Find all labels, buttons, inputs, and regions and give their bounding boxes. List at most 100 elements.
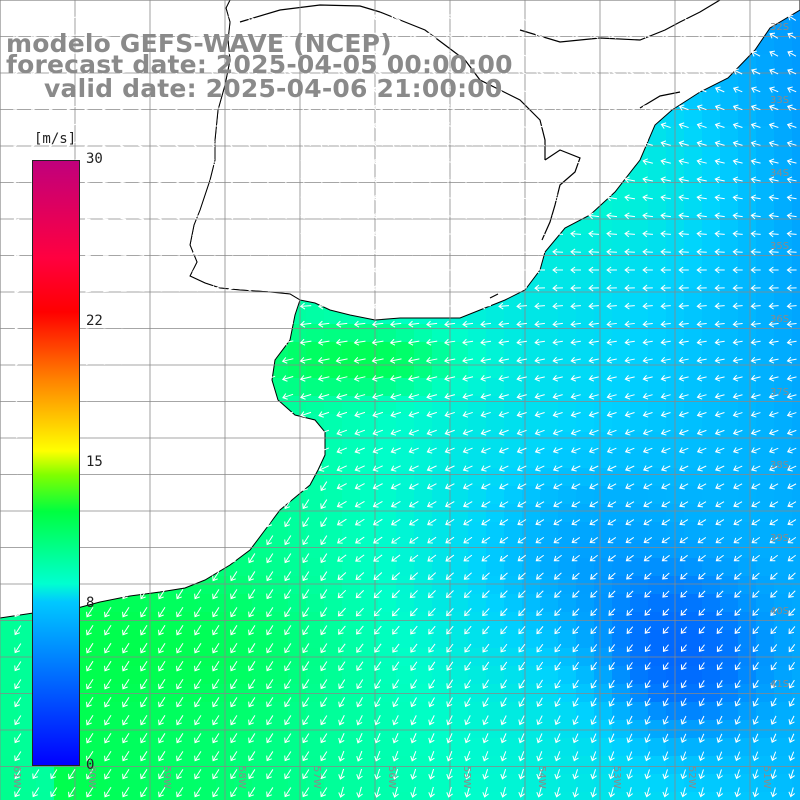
wind-arrow: [642, 230, 653, 238]
speed-cell: [738, 522, 757, 541]
speed-cell: [504, 594, 523, 613]
wind-arrow: [751, 536, 761, 544]
speed-cell: [486, 648, 505, 667]
wind-arrow: [536, 769, 543, 780]
speed-cell: [702, 306, 721, 325]
wind-arrow: [158, 751, 166, 762]
wind-arrow: [480, 68, 491, 75]
speed-cell: [90, 648, 109, 667]
wind-arrow: [516, 338, 527, 346]
wind-arrow: [446, 715, 453, 726]
wind-arrow: [119, 123, 132, 130]
speed-cell: [450, 468, 469, 487]
speed-cell: [666, 270, 685, 289]
wind-arrow: [571, 519, 581, 526]
speed-cell: [648, 144, 667, 163]
speed-cell: [450, 450, 469, 469]
speed-cell: [738, 162, 757, 181]
speed-cell: [432, 720, 451, 739]
speed-cell: [342, 378, 361, 397]
speed-cell: [342, 432, 361, 451]
speed-cell: [342, 414, 361, 433]
wind-arrow: [480, 230, 492, 238]
wind-arrow: [12, 33, 24, 40]
speed-cell: [414, 540, 433, 559]
wind-arrow: [732, 266, 743, 274]
wind-arrow: [536, 679, 543, 689]
wind-arrow: [157, 409, 167, 419]
wind-arrow: [158, 571, 166, 582]
wind-arrow: [444, 68, 455, 75]
speed-cell: [738, 216, 757, 235]
wind-arrow: [714, 248, 725, 256]
wind-arrow: [588, 122, 599, 129]
speed-cell: [126, 630, 145, 649]
wind-arrow: [426, 104, 437, 111]
wind-arrow: [426, 447, 437, 454]
speed-cell: [450, 432, 469, 451]
speed-cell: [576, 648, 595, 667]
wind-arrow: [318, 158, 330, 165]
speed-cell: [234, 594, 253, 613]
wind-arrow: [678, 176, 689, 184]
speed-cell: [630, 450, 649, 469]
speed-cell: [432, 738, 451, 757]
wind-arrow: [498, 50, 509, 57]
wind-arrow: [787, 519, 797, 526]
speed-cell: [756, 180, 775, 199]
wind-arrow: [643, 501, 653, 508]
speed-cell: [18, 792, 37, 800]
wind-arrow: [572, 679, 579, 689]
speed-cell: [702, 450, 721, 469]
wind-arrow: [338, 679, 346, 690]
wind-arrow: [104, 696, 112, 708]
speed-cell: [342, 522, 361, 541]
wind-arrow: [410, 715, 417, 726]
speed-cell: [360, 630, 379, 649]
wind-arrow: [230, 481, 238, 492]
wind-arrow: [643, 554, 652, 562]
wind-arrow: [786, 140, 797, 148]
wind-arrow: [463, 536, 473, 544]
speed-cell: [360, 792, 379, 800]
wind-arrow: [103, 355, 112, 365]
wind-arrow: [12, 68, 24, 76]
wind-arrow: [320, 733, 328, 744]
wind-arrow: [140, 624, 148, 636]
wind-arrow: [355, 536, 365, 544]
speed-cell: [684, 486, 703, 505]
wind-arrow: [572, 661, 580, 671]
wind-arrow: [410, 643, 418, 653]
wind-arrow: [571, 483, 581, 490]
wind-arrow: [660, 302, 671, 310]
wind-arrow: [588, 68, 599, 75]
speed-cell: [324, 648, 343, 667]
speed-cell: [756, 540, 775, 559]
wind-arrow: [535, 483, 545, 490]
wind-arrow: [696, 140, 707, 147]
wind-arrow: [284, 571, 292, 582]
wind-arrow: [626, 679, 633, 689]
wind-arrow: [14, 498, 22, 510]
speed-cell: [378, 522, 397, 541]
wind-arrow: [590, 608, 598, 616]
speed-cell: [720, 450, 739, 469]
speed-cell: [756, 216, 775, 235]
colorbar-tick-label: 8: [86, 595, 95, 612]
wind-arrow: [192, 356, 203, 364]
speed-cell: [396, 648, 415, 667]
wind-arrow: [122, 589, 130, 600]
speed-cell: [342, 540, 361, 559]
wind-arrow: [14, 318, 21, 330]
wind-arrow: [372, 104, 383, 111]
speed-cell: [108, 774, 127, 793]
wind-arrow: [751, 68, 761, 75]
wind-arrow: [248, 481, 256, 492]
speed-cell: [774, 630, 793, 649]
wind-arrow: [662, 715, 669, 725]
wind-arrow: [768, 429, 779, 436]
speed-cell: [576, 558, 595, 577]
wind-arrow: [536, 626, 544, 635]
speed-cell: [180, 720, 199, 739]
wind-arrow: [606, 411, 617, 418]
